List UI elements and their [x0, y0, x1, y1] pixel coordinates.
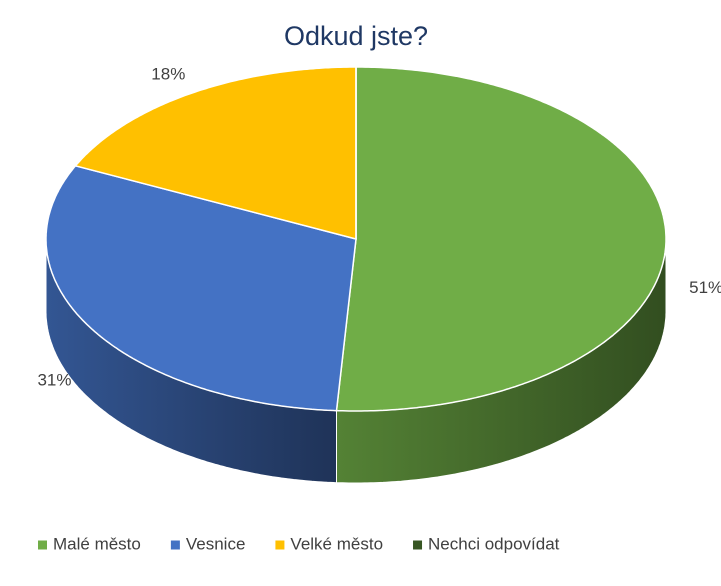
legend-label: Velké město [290, 534, 383, 553]
slice [45, 164, 357, 412]
chart-title: Odkud jste? [284, 21, 428, 51]
data-label: 31% [37, 371, 71, 390]
data-label: 18% [151, 64, 185, 83]
legend-label: Vesnice [186, 534, 246, 553]
legend-label: Malé město [53, 534, 141, 553]
legend-marker [275, 540, 285, 550]
slice [335, 66, 667, 412]
legend-marker [413, 540, 423, 550]
data-label: 51% [689, 278, 721, 297]
legend-marker [170, 540, 180, 550]
legend-label: Nechci odpovídat [428, 534, 560, 553]
slice [74, 66, 357, 240]
legend-marker [38, 540, 47, 550]
